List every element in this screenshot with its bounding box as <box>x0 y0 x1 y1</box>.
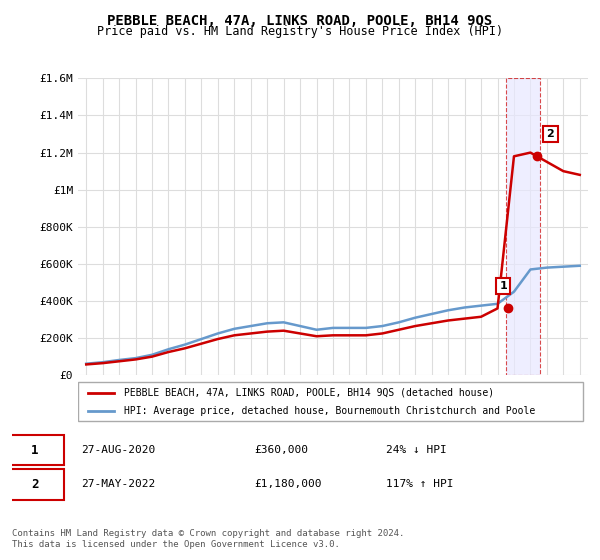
FancyBboxPatch shape <box>6 469 64 500</box>
Text: 2: 2 <box>547 129 554 139</box>
Text: 2: 2 <box>31 478 39 491</box>
Text: 1: 1 <box>499 281 507 291</box>
Text: £360,000: £360,000 <box>254 445 308 455</box>
Text: 24% ↓ HPI: 24% ↓ HPI <box>386 445 447 455</box>
Text: PEBBLE BEACH, 47A, LINKS ROAD, POOLE, BH14 9QS (detached house): PEBBLE BEACH, 47A, LINKS ROAD, POOLE, BH… <box>124 388 494 398</box>
Text: 27-AUG-2020: 27-AUG-2020 <box>81 445 155 455</box>
Bar <box>506 78 540 375</box>
Text: 1: 1 <box>31 444 39 456</box>
Text: Contains HM Land Registry data © Crown copyright and database right 2024.
This d: Contains HM Land Registry data © Crown c… <box>12 529 404 549</box>
FancyBboxPatch shape <box>78 382 583 421</box>
Text: PEBBLE BEACH, 47A, LINKS ROAD, POOLE, BH14 9QS: PEBBLE BEACH, 47A, LINKS ROAD, POOLE, BH… <box>107 14 493 28</box>
Text: HPI: Average price, detached house, Bournemouth Christchurch and Poole: HPI: Average price, detached house, Bour… <box>124 406 535 416</box>
FancyBboxPatch shape <box>6 435 64 465</box>
Text: 27-MAY-2022: 27-MAY-2022 <box>81 479 155 489</box>
Text: 117% ↑ HPI: 117% ↑ HPI <box>386 479 454 489</box>
Text: Price paid vs. HM Land Registry's House Price Index (HPI): Price paid vs. HM Land Registry's House … <box>97 25 503 38</box>
Text: £1,180,000: £1,180,000 <box>254 479 322 489</box>
